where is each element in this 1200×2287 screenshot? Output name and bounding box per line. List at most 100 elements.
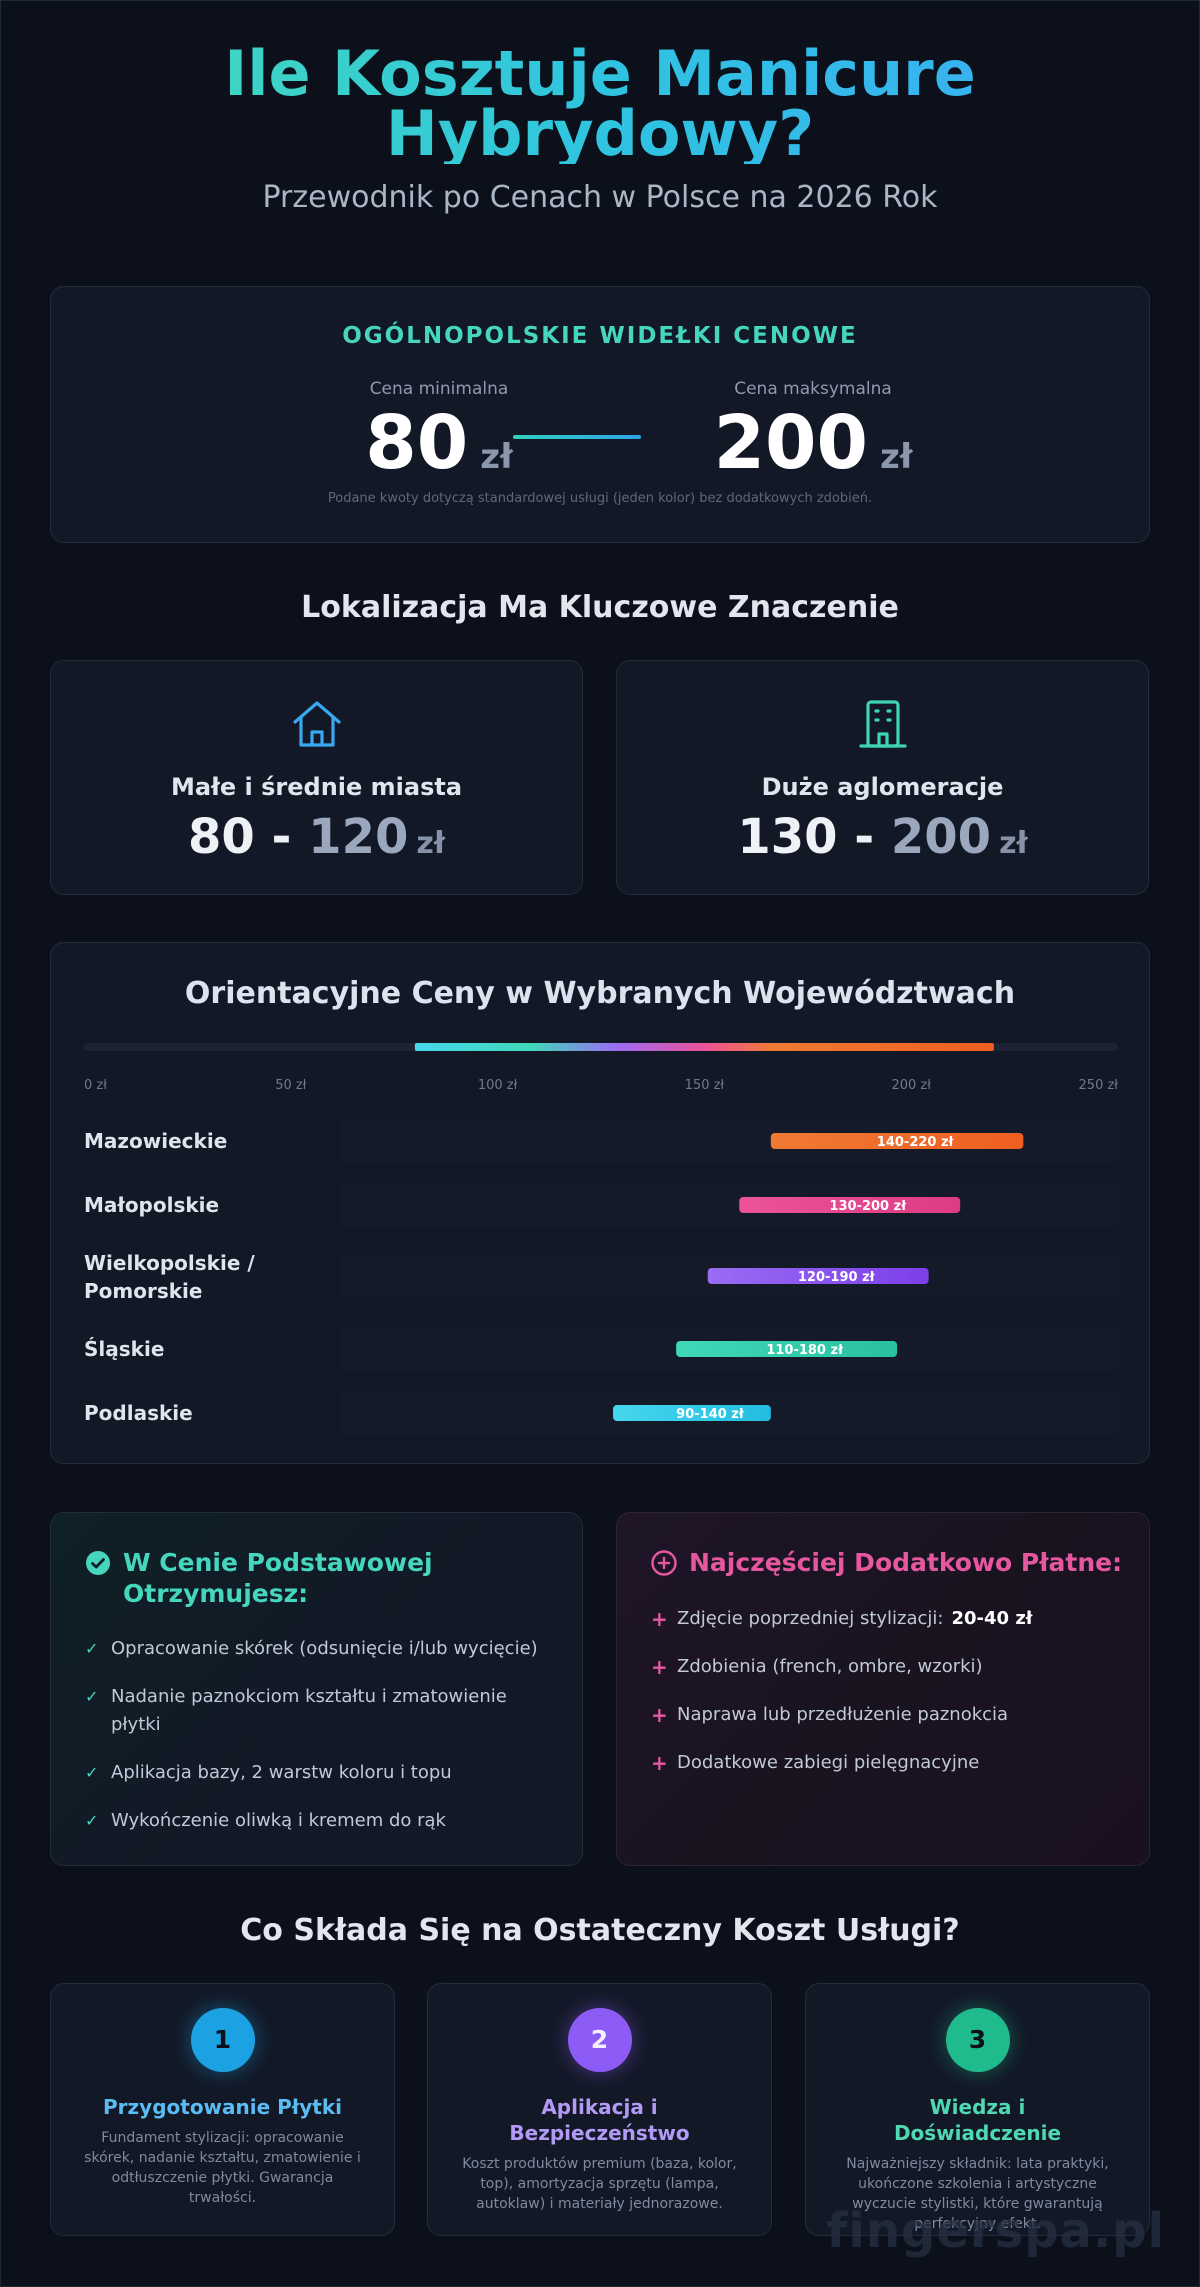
big-agglomerations-high: 200: [890, 809, 992, 865]
list-item: + Zdjęcie poprzedniej stylizacji: 20-40 zł: [651, 1605, 1121, 1633]
min-price-number: 80: [365, 400, 469, 486]
house-icon: [51, 697, 582, 751]
extras-item-text: Zdobienia (french, ombre, wzorki): [677, 1656, 983, 1677]
tick-label: 50 zł: [275, 1078, 306, 1093]
plus-icon: +: [651, 1655, 668, 1679]
national-price-range-card: OGÓLNOPOLSKIE WIDEŁKI CENOWE Cena minima…: [50, 286, 1150, 543]
included-item-text: Aplikacja bazy, 2 warstw koloru i topu: [111, 1762, 452, 1783]
small-cities-price: 80 - 120 zł: [51, 809, 582, 872]
extras-item-text: Dodatkowe zabiegi pielęgnacyjne: [677, 1752, 980, 1773]
included-services-card: W Cenie Podstawowej Otrzymujesz: ✓ Opraco…: [50, 1512, 583, 1866]
scale-range-fill: [414, 1043, 994, 1051]
price-range-bar: [613, 1405, 771, 1421]
check-icon: ✓: [85, 1687, 99, 1706]
location-section-title: Lokalizacja Ma Kluczowe Znaczenie: [301, 590, 899, 625]
price-range-bar: [739, 1197, 961, 1213]
plus-icon: +: [651, 1751, 668, 1775]
included-item-text: Wykończenie oliwką i kremem do rąk: [111, 1810, 446, 1831]
tick-label: 100 zł: [478, 1078, 518, 1093]
list-item: + Dodatkowe zabiegi pielęgnacyjne: [651, 1749, 1121, 1777]
tick-label: 150 zł: [685, 1078, 725, 1093]
small-cities-low: 80 -: [188, 809, 292, 865]
plus-icon: +: [651, 1703, 668, 1727]
max-price-unit: zł: [880, 437, 913, 477]
included-item-text: Nadanie paznokciom kształtu i zmatowieni…: [111, 1686, 507, 1735]
small-cities-high: 120: [308, 809, 409, 865]
page-subtitle: Przewodnik po Cenach w Polsce na 2026 Ro…: [262, 180, 938, 215]
big-agglomerations-card: Duże aglomeracje 130 - 200 zł: [616, 660, 1149, 895]
step-number-badge: 2: [567, 2008, 632, 2072]
step-title: Aplikacja i Bezpieczeństwo: [509, 2095, 690, 2145]
check-icon: ✓: [85, 1639, 99, 1658]
extras-title: Najczęściej Dodatkowo Płatne:: [689, 1548, 1123, 1577]
list-item: + Naprawa lub przedłużenie paznokcia: [651, 1701, 1121, 1729]
price-range-bar: [676, 1341, 898, 1357]
cost-factors-section-title: Co Składa Się na Ostateczny Koszt Usługi…: [240, 1913, 960, 1948]
list-item: ✓ Nadanie paznokciom kształtu i zmatowien…: [85, 1683, 555, 1739]
check-icon: ✓: [85, 1763, 99, 1782]
regional-prices-chart: 0 zł 50 zł 100 zł 150 zł 200 zł 250 zł Mazowie…: [84, 1043, 1118, 1435]
step-description: Najważniejszy składnik: lata praktyki, u…: [846, 2156, 1109, 2232]
category-label: Małopolskie: [84, 1193, 219, 1217]
max-price-number: 200: [713, 400, 869, 486]
tick-label: 0 zł: [84, 1078, 107, 1093]
list-item: + Zdobienia (french, ombre, wzorki): [651, 1653, 1121, 1681]
plus-circle-icon: [651, 1550, 677, 1576]
plus-icon: +: [651, 1607, 668, 1631]
step-card-2: 2 Aplikacja i Bezpieczeństwo Koszt produ…: [427, 1983, 772, 2236]
extra-paid-services-card: Najczęściej Dodatkowo Płatne: + Zdjęcie p…: [616, 1512, 1150, 1866]
big-agglomerations-price: 130 - 200 zł: [617, 809, 1148, 872]
step-title: Wiedza i Doświadczenie: [893, 2095, 1062, 2145]
data-label: 110-180 zł: [766, 1343, 844, 1358]
step-title: Przygotowanie Płytki: [103, 2095, 342, 2119]
min-price-unit: zł: [480, 437, 513, 477]
list-item: ✓ Opracowanie skórek (odsunięcie i/lub wy…: [85, 1635, 555, 1663]
data-label: 130-200 zł: [829, 1199, 907, 1214]
range-label: OGÓLNOPOLSKIE WIDEŁKI CENOWE: [342, 323, 858, 349]
included-title: W Cenie Podstawowej Otrzymujesz:: [123, 1548, 433, 1608]
small-cities-name: Małe i średnie miasta: [170, 773, 463, 801]
check-icon: ✓: [85, 1811, 99, 1830]
list-item: ✓ Aplikacja bazy, 2 warstw koloru i topu: [85, 1759, 555, 1787]
small-cities-card: Małe i średnie miasta 80 - 120 zł: [50, 660, 583, 895]
price-range-bar: [707, 1268, 929, 1284]
max-price-caption: Cena maksymalna: [734, 379, 892, 399]
category-label: Podlaskie: [84, 1401, 193, 1425]
extras-item-price: 20-40 zł: [951, 1608, 1033, 1629]
regional-prices-chart-card: Orientacyjne Ceny w Wybranych Województw…: [50, 942, 1150, 1464]
extras-item-text: Naprawa lub przedłużenie paznokcia: [677, 1704, 1009, 1725]
step-description: Koszt produktów premium (baza, kolor, to…: [462, 2156, 737, 2212]
data-label: 90-140 zł: [676, 1407, 745, 1422]
building-icon: [617, 697, 1148, 751]
price-range-bar: [770, 1133, 1024, 1149]
range-note: Podane kwoty dotyczą standardowej usługi…: [327, 491, 873, 506]
big-agglomerations-low: 130 -: [737, 809, 875, 865]
included-header: W Cenie Podstawowej Otrzymujesz:: [85, 1547, 453, 1609]
min-price-caption: Cena minimalna: [369, 379, 509, 399]
watermark: fingerspa.pl: [826, 2203, 1165, 2259]
max-price-value: 200 zł: [663, 403, 963, 497]
category-label: Wielkopolskie / Pomorskie: [84, 1251, 255, 1303]
min-price-value: 80 zł: [289, 403, 589, 497]
extras-header: Najczęściej Dodatkowo Płatne:: [651, 1547, 1122, 1578]
step-description: Fundament stylizacji: opracowanie skórek…: [84, 2130, 361, 2206]
check-circle-icon: [85, 1550, 111, 1576]
big-agglomerations-unit: zł: [999, 826, 1028, 861]
extras-list: + Zdjęcie poprzedniej stylizacji: 20-40 zł…: [651, 1605, 1121, 1797]
category-label: Śląskie: [84, 1337, 164, 1361]
list-item: ✓ Wykończenie oliwką i kremem do rąk: [85, 1807, 555, 1835]
step-card-1: 1 Przygotowanie Płytki Fundament styliza…: [50, 1983, 395, 2236]
range-row: Cena minimalna 80 zł Cena maksymalna 200 z…: [51, 379, 1149, 489]
included-list: ✓ Opracowanie skórek (odsunięcie i/lub wy…: [85, 1635, 555, 1855]
data-label: 120-190 zł: [798, 1270, 876, 1285]
step-number-badge: 1: [190, 2008, 255, 2072]
data-label: 140-220 zł: [877, 1135, 955, 1150]
tick-label: 200 zł: [891, 1078, 931, 1093]
big-agglomerations-name: Duże aglomeracje: [761, 773, 1004, 801]
step-number-badge: 3: [945, 2008, 1010, 2072]
included-item-text: Opracowanie skórek (odsunięcie i/lub wyc…: [111, 1638, 538, 1659]
extras-item-text: Zdjęcie poprzedniej stylizacji:: [677, 1608, 944, 1629]
row-track: [341, 1183, 1118, 1227]
max-price-block: Cena maksymalna 200 zł: [663, 379, 963, 497]
page-title: Ile Kosztuje Manicure Hybrydowy?: [200, 43, 1000, 165]
